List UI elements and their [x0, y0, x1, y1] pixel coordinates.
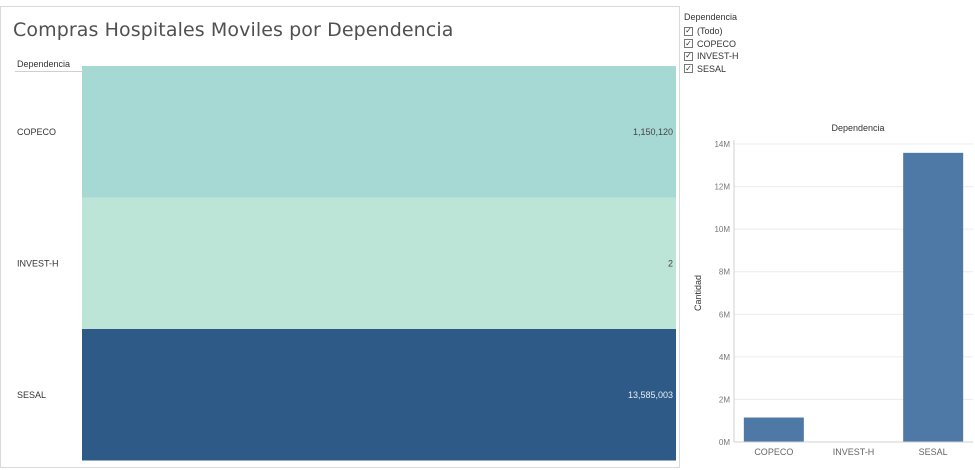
x-tick-label: INVEST-H [833, 447, 875, 457]
column-header: Dependencia [17, 59, 71, 69]
table-cell-invest-h [82, 197, 676, 329]
filter-item-label: INVEST-H [697, 51, 739, 62]
y-tick-label: 8M [719, 268, 730, 277]
checkbox-icon[interactable]: ✓ [684, 51, 693, 61]
y-tick-label: 14M [714, 140, 730, 149]
y-tick-label: 12M [714, 183, 730, 192]
bar-sesal [903, 152, 964, 443]
checkbox-icon[interactable]: ✓ [684, 63, 693, 74]
dependencia-filter: Dependencia ✓ (Todo) ✓ COPECO ✓ INVEST-H ✓ S… [684, 12, 739, 75]
row-label: COPECO [17, 127, 56, 137]
bar-chart-title: Dependencia [831, 123, 884, 133]
filter-item-label: SESAL [697, 63, 727, 74]
row-label: INVEST-H [17, 258, 59, 268]
bar-copeco [743, 417, 804, 442]
filter-item-label: COPECO [697, 38, 737, 49]
filter-item-copeco[interactable]: ✓ COPECO [684, 38, 739, 51]
table-cell-copeco [82, 66, 676, 198]
chart-title: Compras Hospitales Moviles por Dependenc… [13, 19, 454, 41]
x-tick-label: COPECO [754, 447, 793, 457]
filter-item-sesal[interactable]: ✓ SESAL [684, 63, 739, 76]
y-tick-label: 2M [719, 395, 730, 404]
cell-value-label: 2 [668, 258, 673, 268]
y-tick-label: 4M [719, 353, 730, 362]
y-tick-label: 0M [719, 438, 730, 447]
filter-item-todo[interactable]: ✓ (Todo) [684, 25, 739, 38]
cell-value-label: 1,150,120 [633, 127, 673, 137]
checkbox-icon[interactable]: ✓ [684, 26, 693, 36]
filter-item-invest-h[interactable]: ✓ INVEST-H [684, 50, 739, 63]
y-tick-label: 6M [719, 310, 730, 319]
filter-title: Dependencia [684, 12, 738, 22]
bar-chart: Dependencia Cantidad 0M 2M 4M 6M 8M 10M 12M 14M CO… [693, 123, 973, 457]
table-cell-sesal [82, 329, 676, 461]
y-axis-label: Cantidad [693, 275, 703, 311]
y-tick-label: 10M [714, 225, 730, 234]
cell-value-label: 13,585,003 [628, 390, 673, 400]
x-tick-label: SESAL [919, 447, 948, 457]
highlight-table: COPECO 1,150,120 INVEST-H 2 SESAL 13,585,003 [17, 66, 676, 461]
filter-item-label: (Todo) [697, 26, 723, 37]
row-label: SESAL [17, 390, 46, 400]
checkbox-icon[interactable]: ✓ [684, 38, 693, 49]
